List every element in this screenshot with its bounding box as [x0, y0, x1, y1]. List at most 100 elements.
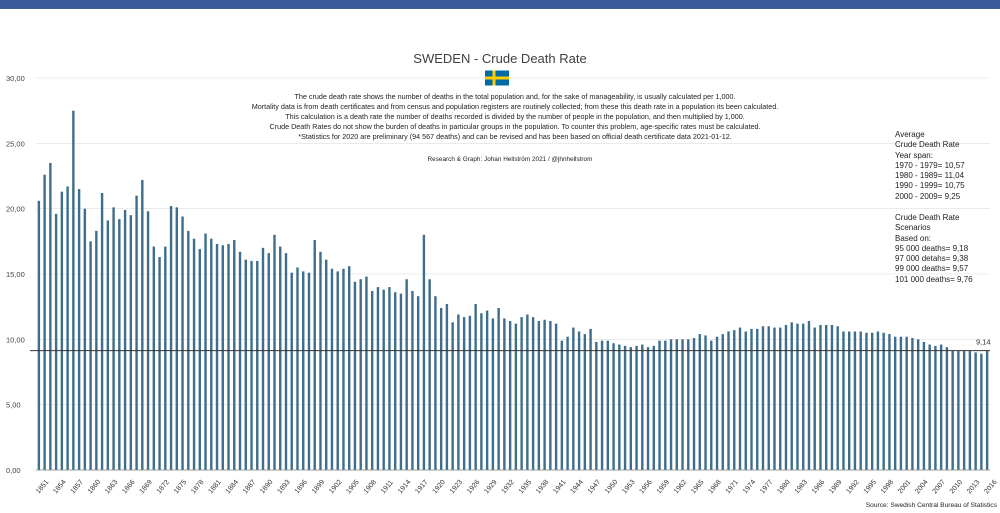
- bar: [112, 207, 115, 471]
- bar: [43, 174, 46, 470]
- bar: [468, 315, 472, 470]
- bar: [710, 340, 713, 470]
- bar: [790, 322, 793, 470]
- y-tick-label: 25,00: [6, 139, 25, 148]
- bar: [767, 326, 770, 470]
- sweden-flag-icon: [485, 70, 509, 86]
- bar: [675, 339, 678, 470]
- bar: [382, 289, 385, 470]
- x-tick-label: 1878: [190, 479, 205, 496]
- bar: [566, 336, 569, 470]
- x-tick-label: 1899: [311, 479, 326, 496]
- x-tick-label: 1974: [742, 479, 757, 496]
- x-tick-label: 1956: [638, 479, 653, 496]
- x-tick-label: 1896: [294, 479, 309, 496]
- bar: [813, 327, 816, 470]
- average-line: 1990 - 1999= 10,75: [895, 181, 965, 191]
- bar: [503, 318, 506, 470]
- bar: [141, 179, 144, 471]
- x-tick-label: 1932: [501, 479, 516, 496]
- bar: [319, 251, 322, 470]
- bar: [687, 339, 690, 470]
- bar: [365, 276, 368, 470]
- bar: [313, 240, 316, 470]
- bar: [721, 334, 724, 470]
- y-tick-label: 10,00: [6, 335, 25, 344]
- y-tick-label: 15,00: [6, 270, 25, 279]
- bar: [416, 296, 420, 470]
- bar: [325, 259, 328, 470]
- x-tick-label: 1908: [363, 479, 378, 496]
- bar: [595, 341, 598, 470]
- description-line: This calculation is a death rate the num…: [285, 112, 745, 121]
- description-line: Mortality data is from death certificate…: [251, 102, 779, 111]
- x-tick-label: 1938: [535, 479, 550, 496]
- x-tick-label: 1962: [673, 479, 688, 496]
- bar: [451, 322, 454, 470]
- bar: [830, 324, 834, 470]
- bar: [210, 238, 213, 470]
- bar: [238, 251, 242, 470]
- bar: [106, 220, 110, 470]
- x-tick-label: 1971: [725, 479, 740, 496]
- bar: [577, 331, 581, 470]
- x-tick-label: 1950: [604, 479, 619, 496]
- bar: [508, 321, 512, 470]
- bar: [583, 334, 587, 470]
- bar: [554, 323, 558, 470]
- description-line: The crude death rate shows the number of…: [294, 92, 736, 101]
- scenario-line: 101 000 deaths= 9,76: [895, 274, 973, 284]
- average-line: Crude Death Rate: [895, 140, 960, 150]
- bar: [870, 332, 874, 470]
- bar: [629, 347, 633, 470]
- x-tick-label: 1935: [518, 479, 533, 496]
- bar: [164, 246, 167, 470]
- bar: [227, 243, 230, 470]
- x-tick-label: 2013: [966, 479, 981, 496]
- average-line: 1980 - 1989= 11,04: [895, 171, 965, 181]
- bar: [905, 336, 908, 470]
- bar: [60, 191, 64, 470]
- bar: [698, 334, 701, 470]
- x-tick-label: 1995: [863, 479, 878, 496]
- x-tick-label: 1992: [845, 479, 860, 496]
- bar: [922, 341, 926, 470]
- bar: [882, 332, 885, 470]
- bar: [876, 331, 880, 470]
- bar: [83, 208, 87, 471]
- x-tick-label: 2016: [983, 479, 998, 496]
- x-tick-label: 1866: [121, 479, 136, 496]
- bar: [336, 271, 339, 470]
- x-tick-label: 1947: [587, 479, 602, 496]
- bar: [727, 331, 730, 470]
- bar: [911, 338, 914, 470]
- y-tick-label: 20,00: [6, 205, 25, 214]
- bar: [612, 343, 615, 470]
- bar: [847, 331, 851, 470]
- bar: [267, 253, 270, 470]
- bar: [307, 272, 311, 470]
- bar: [434, 296, 437, 470]
- average-block: Average Crude Death Rate Year span: 1970…: [895, 130, 965, 202]
- x-tick-label: 1875: [173, 479, 188, 496]
- bar: [485, 310, 489, 470]
- bar: [836, 326, 839, 470]
- bar: [123, 209, 127, 470]
- bar: [549, 321, 552, 470]
- bar: [480, 313, 483, 470]
- y-tick-label: 30,00: [6, 74, 25, 83]
- bar: [204, 233, 207, 470]
- x-axis: 1851 1854 1857 1860 1863 1866 1869 1872 1875 1878…: [35, 469, 999, 496]
- x-tick-label: 1959: [656, 479, 671, 496]
- chart-description: The crude death rate shows the number of…: [170, 92, 860, 142]
- bar: [899, 336, 903, 470]
- reference-line-label: 9,14: [976, 338, 991, 347]
- bar: [664, 340, 667, 470]
- bar: [175, 207, 178, 471]
- x-tick-label: 1890: [259, 479, 274, 496]
- bar: [129, 215, 133, 470]
- bar: [77, 189, 81, 470]
- bar: [411, 290, 414, 470]
- bar: [641, 344, 644, 470]
- bar: [652, 345, 655, 470]
